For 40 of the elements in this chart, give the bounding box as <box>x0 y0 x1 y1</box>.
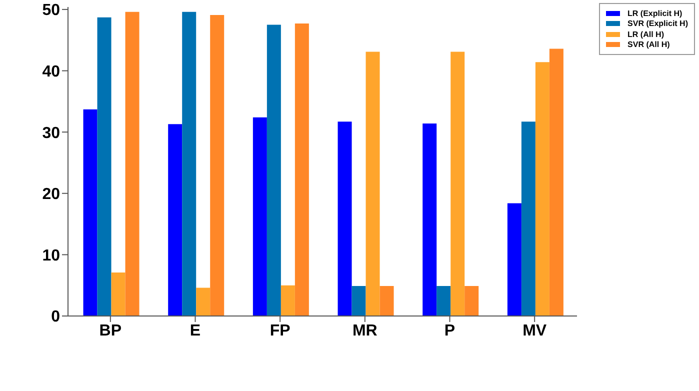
bar <box>535 62 550 316</box>
bar <box>521 122 536 316</box>
bar <box>549 48 564 316</box>
x-tick-label: MV <box>522 322 547 340</box>
x-tick-label: BP <box>99 322 122 340</box>
legend-label: SVR (All H) <box>628 40 670 50</box>
y-tick-label: 40 <box>42 63 60 80</box>
legend-label: LR (Explicit H) <box>628 8 682 18</box>
legend-label: LR (All H) <box>628 30 664 39</box>
y-tick-label: 30 <box>42 124 60 142</box>
bar <box>294 24 309 316</box>
y-tick-label: 50 <box>42 2 60 20</box>
bar <box>168 124 182 316</box>
bar <box>352 286 366 316</box>
x-tick-label: MR <box>352 322 378 340</box>
bar <box>366 52 380 316</box>
bar <box>450 52 465 316</box>
x-tick-label: E <box>190 322 201 340</box>
bar <box>83 109 98 316</box>
bar <box>210 14 224 316</box>
bar <box>507 203 522 316</box>
bar <box>280 285 295 316</box>
bar <box>338 122 352 316</box>
x-tick-label: P <box>444 322 456 340</box>
y-tick-label: 20 <box>42 186 60 204</box>
x-tick-label: FP <box>270 322 291 340</box>
bar <box>111 272 126 316</box>
bar <box>422 123 437 316</box>
legend-label: SVR (Explicit H) <box>628 19 688 28</box>
bar <box>266 24 281 316</box>
y-tick-label: 0 <box>51 308 60 326</box>
bar <box>182 12 196 316</box>
bar <box>97 17 112 316</box>
y-tick-label: 10 <box>42 247 60 264</box>
bar <box>380 286 394 316</box>
bar <box>464 286 479 316</box>
bar <box>196 288 210 316</box>
bar <box>436 286 451 316</box>
bar <box>252 117 267 316</box>
bar <box>125 12 140 316</box>
